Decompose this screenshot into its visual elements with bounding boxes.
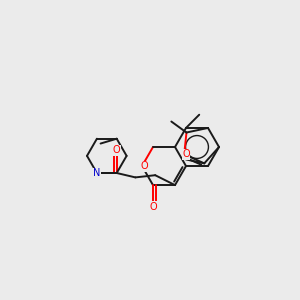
Text: O: O bbox=[140, 161, 148, 171]
Text: N: N bbox=[93, 168, 100, 178]
Text: O: O bbox=[113, 145, 121, 155]
Text: O: O bbox=[182, 149, 190, 159]
Text: O: O bbox=[149, 202, 157, 212]
